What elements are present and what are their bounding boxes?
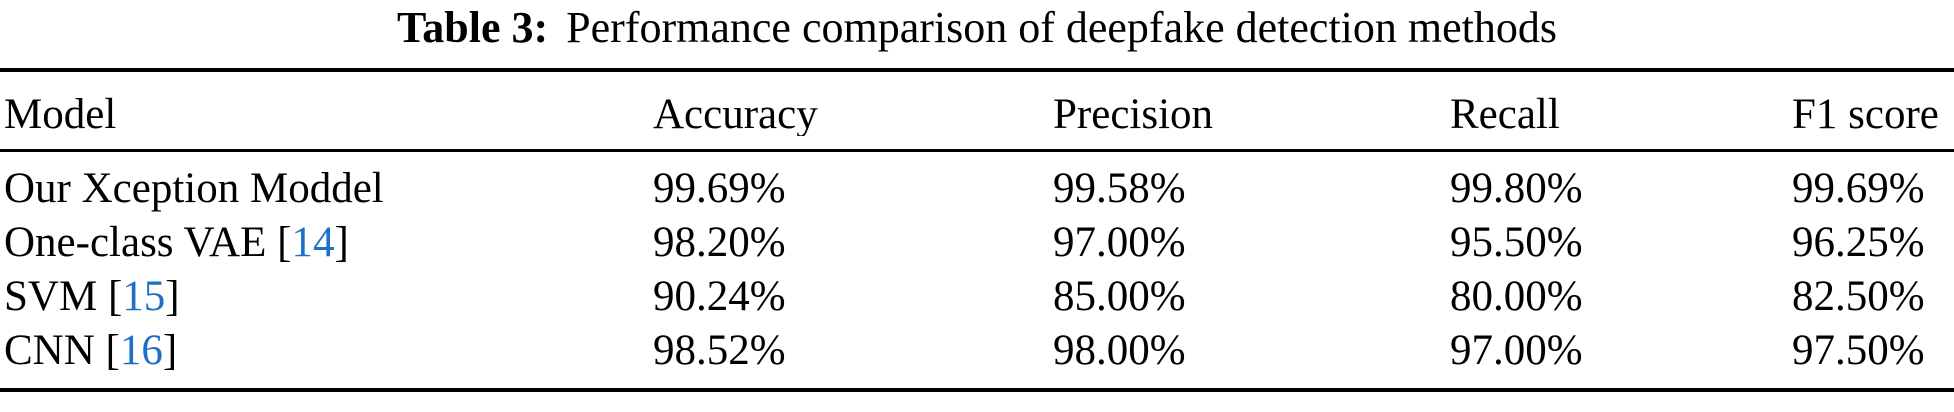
cell-model: One-class VAE [14] (0, 216, 653, 270)
cell-f1-score: 82.50% (1792, 273, 1925, 320)
table-row: CNN [16] 98.52% 98.00% 97.00% 97.50% (0, 324, 1954, 378)
caption-label: Table 3: (396, 3, 549, 52)
cell-model: CNN [16] (0, 324, 653, 378)
cell-f1-score: 96.25% (1792, 219, 1925, 266)
citation-bracket-open: [ (266, 219, 292, 266)
column-header-recall: Recall (1450, 93, 1560, 136)
column-header-accuracy: Accuracy (653, 93, 818, 136)
cell-precision: 97.00% (1053, 219, 1186, 266)
cell-recall: 99.80% (1450, 165, 1583, 212)
table-rule-header (0, 149, 1954, 152)
citation-bracket-close: ] (165, 273, 180, 320)
table-row: SVM [15] 90.24% 85.00% 80.00% 82.50% (0, 270, 1954, 324)
model-name: Our Xception Moddel (4, 165, 384, 212)
cell-model: Our Xception Moddel (0, 162, 653, 216)
model-name: CNN (4, 327, 95, 374)
column-header-precision: Precision (1053, 93, 1214, 136)
cell-precision: 98.00% (1053, 327, 1186, 374)
table-rule-top (0, 68, 1954, 72)
cell-precision: 99.58% (1053, 165, 1186, 212)
citation-link[interactable]: 16 (119, 327, 163, 374)
results-table: Model Accuracy Precision Recall F1 score… (0, 68, 1954, 392)
citation-bracket-open: [ (94, 327, 120, 374)
citation-bracket-close: ] (162, 327, 178, 374)
cell-accuracy: 98.52% (653, 327, 786, 374)
table-caption: Table 3: Performance comparison of deepfa… (0, 0, 1954, 54)
column-header-f1-score: F1 score (1792, 93, 1939, 136)
cell-recall: 97.00% (1450, 327, 1583, 374)
table-body: Our Xception Moddel 99.69% 99.58% 99.80%… (0, 152, 1954, 388)
cell-recall: 95.50% (1450, 219, 1583, 266)
model-name: SVM (4, 273, 98, 320)
cell-model: SVM [15] (0, 270, 653, 324)
table-header-row: Model Accuracy Precision Recall F1 score (0, 72, 1954, 149)
citation-bracket-close: ] (334, 219, 349, 266)
citation-link[interactable]: 14 (291, 219, 335, 266)
cell-accuracy: 99.69% (653, 165, 786, 212)
table-row: Our Xception Moddel 99.69% 99.58% 99.80%… (0, 162, 1954, 216)
model-name: One-class VAE (4, 219, 267, 266)
cell-f1-score: 97.50% (1792, 327, 1925, 374)
table-rule-bottom (0, 388, 1954, 392)
cell-accuracy: 90.24% (653, 273, 786, 320)
cell-accuracy: 98.20% (653, 219, 786, 266)
citation-bracket-open: [ (97, 273, 123, 320)
caption-text: Performance comparison of deepfake detec… (566, 3, 1558, 52)
citation-link[interactable]: 15 (122, 273, 166, 320)
cell-precision: 85.00% (1053, 273, 1186, 320)
cell-f1-score: 99.69% (1792, 165, 1925, 212)
column-header-model: Model (4, 93, 117, 136)
table-row: One-class VAE [14] 98.20% 97.00% 95.50% … (0, 216, 1954, 270)
cell-recall: 80.00% (1450, 273, 1583, 320)
